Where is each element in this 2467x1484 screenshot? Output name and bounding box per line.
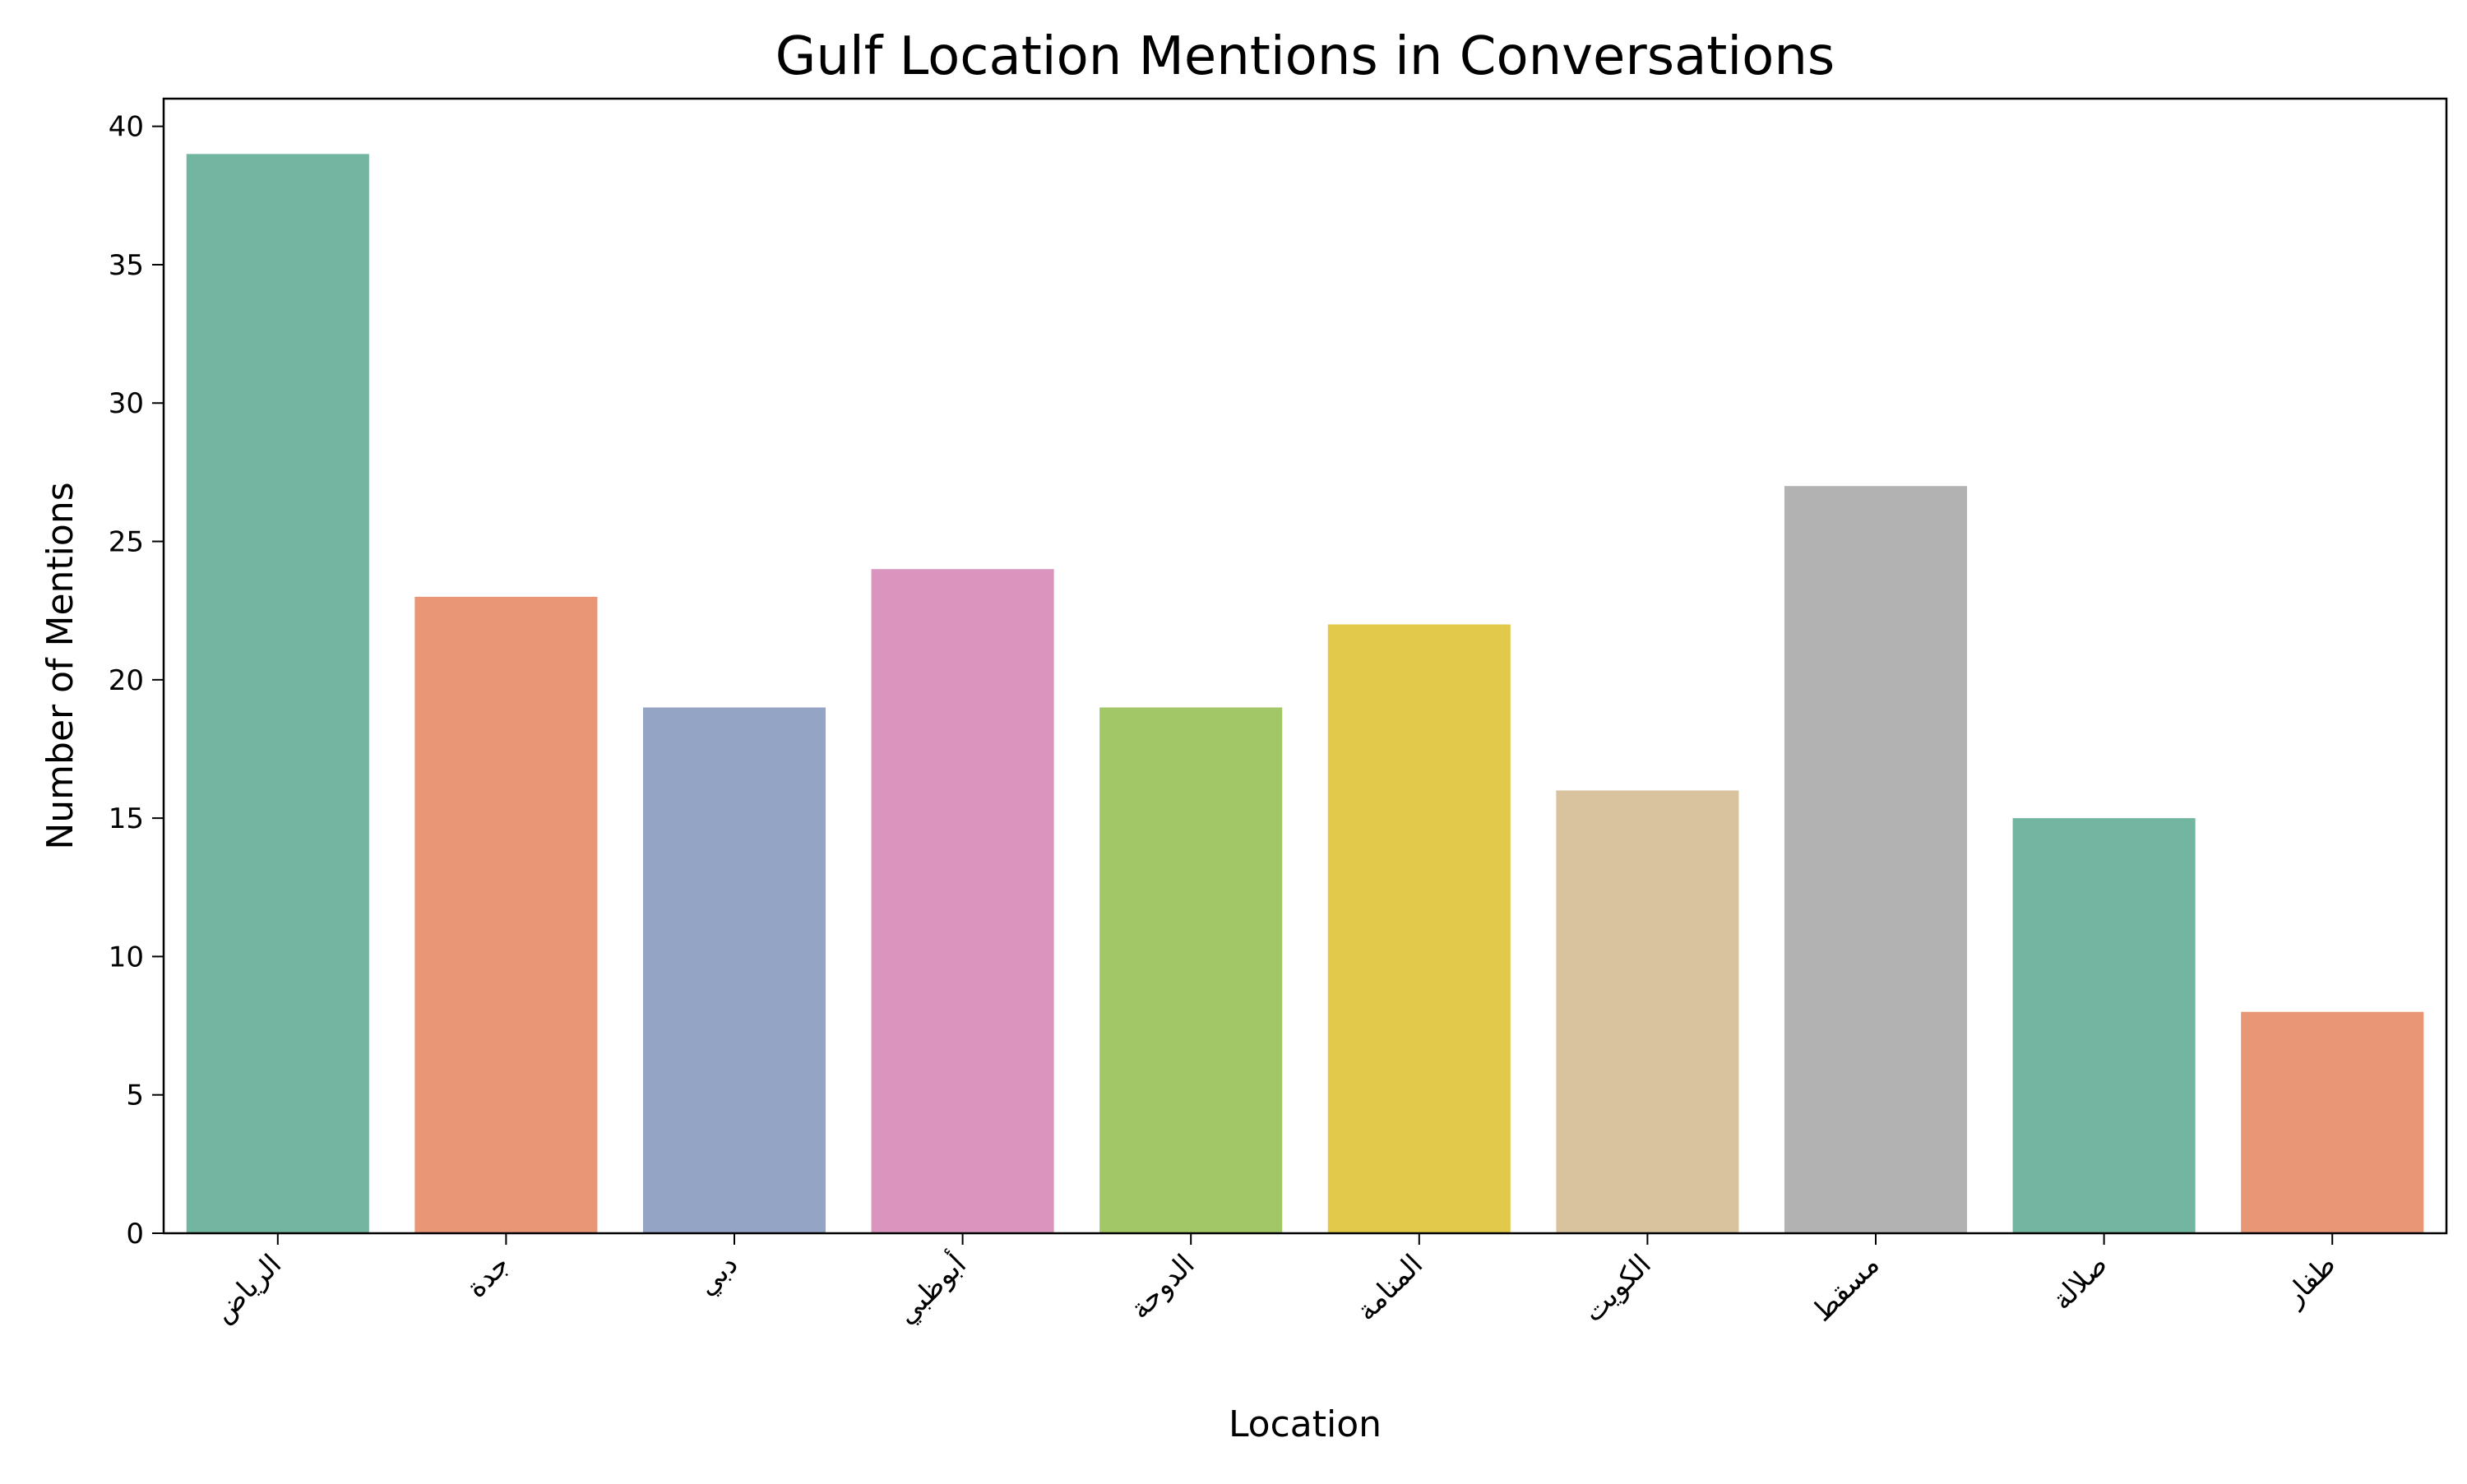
x-tick-label-4: الدوحة — [1123, 1248, 1201, 1325]
y-axis-title: Number of Mentions — [39, 482, 81, 849]
x-tick-label-8: صلالة — [2046, 1248, 2114, 1316]
bars-layer — [186, 154, 2424, 1233]
bar-8 — [2012, 818, 2196, 1233]
bar-3 — [871, 569, 1054, 1233]
x-tick-label-7: مسقط — [1806, 1248, 1886, 1329]
x-tick-label-5: المنامة — [1350, 1248, 1430, 1328]
y-tick-label-2: 10 — [109, 941, 144, 973]
bar-2 — [642, 707, 826, 1233]
x-tick-label-2: دبي — [691, 1248, 745, 1302]
y-tick-label-8: 40 — [109, 111, 144, 144]
x-tick-label-3: أبوظبي — [888, 1246, 973, 1331]
chart-title: Gulf Location Mentions in Conversations — [775, 26, 1835, 87]
y-tick-label-0: 0 — [126, 1218, 144, 1251]
y-tick-label-4: 20 — [109, 664, 144, 697]
y-tick-label-3: 15 — [109, 802, 144, 835]
x-tick-label-9: طفار — [2277, 1248, 2343, 1314]
y-tick-label-1: 5 — [126, 1079, 144, 1112]
bar-6 — [1556, 790, 1739, 1233]
bar-7 — [1784, 486, 1968, 1233]
y-tick-label-6: 30 — [109, 387, 144, 420]
plot-frame — [162, 97, 2448, 1235]
bar-9 — [2241, 1011, 2424, 1233]
x-tick-label-1: جدة — [460, 1248, 516, 1304]
bar-0 — [186, 154, 369, 1233]
y-tick-label-7: 35 — [109, 249, 144, 282]
bar-5 — [1327, 624, 1511, 1233]
y-tick-label-5: 25 — [109, 526, 144, 559]
x-axis-title: Location — [1229, 1403, 1382, 1445]
bar-1 — [414, 596, 598, 1233]
bar-4 — [1099, 707, 1283, 1233]
x-tick-label-0: الرياض — [207, 1248, 289, 1329]
x-tick-label-6: الكويت — [1576, 1248, 1657, 1329]
